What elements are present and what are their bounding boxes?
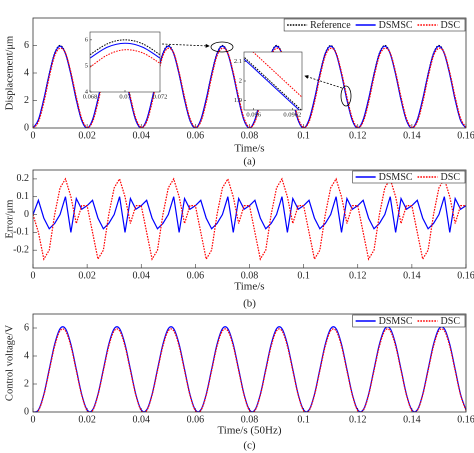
inset-chart: 0.068 0.07 0.072 4 5 6 bbox=[83, 31, 168, 100]
x-tick-label: 0.14 bbox=[403, 270, 421, 281]
y-tick-label: 4 bbox=[24, 350, 29, 361]
axes-frame bbox=[32, 313, 467, 413]
x-tick-label: 0.04 bbox=[133, 414, 151, 425]
x-axis-label: Time/s bbox=[234, 281, 264, 293]
series-line bbox=[33, 196, 466, 233]
legend-label: DSMSC bbox=[379, 316, 413, 327]
annotation-marks bbox=[161, 41, 352, 107]
legend: DSMSC DSC bbox=[352, 314, 466, 328]
zoom-arrow bbox=[161, 43, 210, 48]
chart-panel: 0 0.02 0.04 0.06 0.08 0.1 0.12 0.14 0.16 -0.2 -0.1… bbox=[4, 169, 474, 310]
x-tick-label: 0.08 bbox=[241, 414, 259, 425]
axes-frame bbox=[89, 31, 161, 93]
y-tick-label: 0.1 bbox=[17, 191, 30, 202]
y-tick-label: 6 bbox=[24, 322, 29, 333]
axes-frame bbox=[32, 169, 467, 269]
legend-box bbox=[352, 170, 466, 184]
x-tick-label: 0.12 bbox=[349, 270, 367, 281]
axes-frame bbox=[32, 17, 467, 129]
plot-area bbox=[90, 32, 160, 92]
x-tick-label: 0.14 bbox=[403, 414, 421, 425]
x-tick-label: 0.02 bbox=[78, 130, 96, 141]
y-tick-label: 2 bbox=[239, 77, 242, 84]
y-tick-label: 4 bbox=[85, 88, 89, 95]
y-tick-label: 0.2 bbox=[17, 173, 30, 184]
x-tick-label: 0.04 bbox=[133, 130, 151, 141]
x-tick-label: 0 bbox=[31, 130, 36, 141]
x-tick-label: 0.096 bbox=[246, 111, 261, 118]
y-axis-label: Error/μm bbox=[4, 200, 15, 239]
panel-caption: (b) bbox=[243, 298, 256, 310]
series-line bbox=[244, 56, 302, 110]
y-tick-label: 0 bbox=[24, 406, 29, 417]
x-tick-label: 0.16 bbox=[457, 130, 474, 141]
y-tick-label: 2 bbox=[24, 95, 29, 106]
y-tick-label: 6 bbox=[85, 36, 89, 43]
zoom-arrow bbox=[304, 75, 343, 89]
x-tick-label: 0.14 bbox=[403, 130, 421, 141]
legend: Reference DSMSC DSC bbox=[283, 18, 466, 32]
series-line bbox=[90, 49, 160, 68]
y-tick-label: 4 bbox=[24, 67, 29, 78]
x-tick-label: 0.07 bbox=[119, 93, 131, 100]
x-tick-label: 0 bbox=[31, 414, 36, 425]
x-tick-label: 0.08 bbox=[241, 270, 259, 281]
y-tick-label: 6 bbox=[24, 40, 29, 51]
x-tick-label: 0 bbox=[31, 270, 36, 281]
legend-label: DSMSC bbox=[379, 20, 413, 31]
panels: 0 0.02 0.04 0.06 0.08 0.1 0.12 0.14 0.160246Time… bbox=[4, 17, 474, 452]
x-tick-label: 0.06 bbox=[187, 130, 205, 141]
series-line bbox=[33, 328, 466, 412]
x-tick-label: 0.068 bbox=[83, 93, 98, 100]
y-axis-label: Displacement/μm bbox=[4, 36, 15, 110]
legend-label: DSMSC bbox=[379, 172, 413, 183]
y-tick-label: -0.1 bbox=[13, 227, 29, 238]
legend: DSMSC DSC bbox=[352, 170, 466, 184]
x-axis-label: Time/s bbox=[234, 143, 264, 155]
y-tick-label: 1.9 bbox=[234, 97, 242, 104]
x-tick-label: 0.16 bbox=[457, 270, 474, 281]
x-tick-label: 0.12 bbox=[349, 130, 367, 141]
legend-label: DSC bbox=[441, 316, 461, 327]
axes-frame bbox=[243, 51, 303, 111]
y-tick-label: 5 bbox=[85, 62, 88, 69]
y-tick-label: 2.1 bbox=[234, 58, 242, 65]
zoom-ellipse bbox=[210, 41, 234, 53]
x-tick-label: 0.04 bbox=[133, 270, 151, 281]
plot-area bbox=[244, 52, 302, 110]
x-tick-label: 0.12 bbox=[349, 414, 367, 425]
x-tick-label: 0.1 bbox=[297, 270, 310, 281]
y-tick-label: 0 bbox=[24, 209, 29, 220]
legend-label: DSC bbox=[441, 172, 461, 183]
zoom-ellipse bbox=[340, 85, 352, 107]
x-tick-label: 0.02 bbox=[78, 414, 96, 425]
x-tick-label: 0.08 bbox=[241, 130, 259, 141]
y-axis-label: Control voltage/V bbox=[4, 325, 15, 402]
x-tick-label: 0.072 bbox=[153, 93, 168, 100]
y-tick-label: -0.2 bbox=[13, 244, 29, 255]
x-tick-label: 0.0962 bbox=[283, 111, 301, 118]
chart-panel: 0 0.02 0.04 0.06 0.08 0.1 0.12 0.14 0.16 0 2 4 6 Time… bbox=[4, 313, 474, 452]
x-tick-label: 0.16 bbox=[457, 414, 474, 425]
inset-chart: 0.096 0.0962 1.9 2 2.1 bbox=[234, 51, 303, 118]
x-tick-label: 0.1 bbox=[297, 130, 310, 141]
x-axis-label: Time/s (50Hz) bbox=[217, 425, 281, 437]
legend-box bbox=[352, 314, 466, 328]
legend-label: Reference bbox=[310, 20, 351, 31]
x-tick-label: 0.1 bbox=[297, 414, 310, 425]
x-tick-label: 0.06 bbox=[187, 270, 205, 281]
series-line bbox=[90, 42, 160, 59]
chart-panel: 0 0.02 0.04 0.06 0.08 0.1 0.12 0.14 0.16 0 2 4 6 Time… bbox=[4, 17, 474, 168]
panel-caption: (c) bbox=[243, 440, 256, 452]
y-tick-label: 2 bbox=[24, 378, 29, 389]
x-tick-label: 0.02 bbox=[78, 270, 96, 281]
x-tick-label: 0.06 bbox=[187, 414, 205, 425]
y-tick-label: 0 bbox=[24, 122, 29, 133]
series-line bbox=[90, 39, 160, 56]
series-line bbox=[252, 52, 302, 98]
series-line bbox=[244, 58, 300, 110]
panel-caption: (a) bbox=[243, 156, 256, 168]
legend-label: DSC bbox=[441, 20, 461, 31]
